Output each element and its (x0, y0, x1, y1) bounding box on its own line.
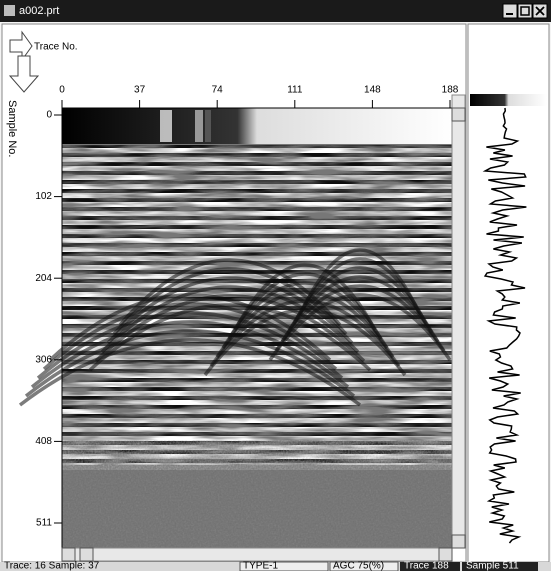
minimize-button[interactable] (503, 4, 517, 18)
status-position: Trace: 16 Sample: 37 (4, 561, 100, 571)
x-tick-label: 37 (134, 85, 146, 96)
y-tick-label: 204 (35, 273, 52, 284)
y-tick-label: 0 (46, 110, 52, 121)
status-type: TYPE-1 (243, 561, 278, 571)
x-tick-label: 188 (442, 85, 459, 96)
y-tick-label: 408 (35, 436, 52, 447)
radargram (20, 108, 452, 548)
window-controls (503, 4, 547, 18)
x-tick-label: 74 (212, 85, 224, 96)
vertical-scrollbar[interactable] (452, 95, 465, 548)
status-samples: Sample 511 (466, 561, 519, 571)
y-axis-label: Sample No. (6, 100, 18, 157)
y-tick-label: 306 (35, 354, 52, 365)
app-window: a002.prt Trace No. Sample No. 0 37 74 111 14… (0, 0, 551, 571)
window-title: a002.prt (19, 5, 59, 17)
x-tick-label: 0 (59, 85, 65, 96)
horizontal-scrollbar[interactable] (62, 548, 452, 561)
status-traces: Trace 188 (404, 561, 449, 571)
status-agc: AGC 75(%) (333, 561, 384, 571)
y-tick-label: 102 (35, 191, 52, 202)
title-bar (0, 0, 551, 22)
x-axis-label: Trace No. (34, 42, 78, 53)
x-tick-label: 148 (364, 85, 381, 96)
x-tick-label: 111 (287, 85, 303, 96)
maximize-button[interactable] (518, 4, 532, 18)
trace-panel (468, 24, 549, 562)
app-icon (4, 5, 15, 16)
y-tick-label: 511 (36, 518, 52, 529)
